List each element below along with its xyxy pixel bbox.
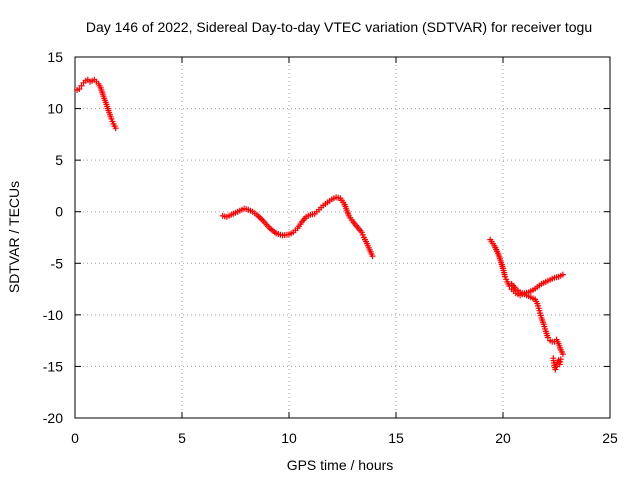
- y-tick-label: 15: [47, 49, 63, 65]
- y-tick-label: -10: [43, 307, 63, 323]
- y-tick-label: -5: [51, 255, 64, 271]
- data-point: [557, 356, 564, 363]
- x-tick-label: 10: [281, 430, 297, 446]
- axis-ticks: [74, 56, 611, 419]
- data-point: [369, 253, 376, 260]
- series-segment-3: [487, 236, 566, 299]
- grid-lines: [75, 57, 610, 418]
- x-axis-label: GPS time / hours: [287, 457, 394, 473]
- y-tick-label: -20: [43, 410, 63, 426]
- data-point: [559, 351, 566, 358]
- data-point: [552, 366, 559, 373]
- y-tick-label: 0: [55, 204, 63, 220]
- y-tick-label: 5: [55, 152, 63, 168]
- x-tick-label: 0: [71, 430, 79, 446]
- series-segment-4: [508, 280, 566, 358]
- series-segment-5: [550, 355, 564, 373]
- data-point: [559, 271, 566, 278]
- x-tick-label: 15: [388, 430, 404, 446]
- series-segment-1: [74, 76, 119, 132]
- x-tick-labels: 0 5 10 15 20 25: [71, 430, 618, 446]
- chart-title: Day 146 of 2022, Sidereal Day-to-day VTE…: [86, 19, 592, 35]
- data-point: [112, 125, 119, 132]
- series-segment-2: [219, 194, 376, 260]
- y-tick-labels: -20 -15 -10 -5 0 5 10 15: [43, 49, 63, 426]
- data-points: [74, 76, 566, 373]
- x-tick-label: 5: [178, 430, 186, 446]
- x-tick-label: 25: [602, 430, 618, 446]
- y-axis-label: SDTVAR / TECUs: [6, 181, 22, 293]
- data-point: [78, 82, 85, 89]
- plot-frame: [74, 56, 611, 419]
- y-tick-label: 10: [47, 101, 63, 117]
- data-point: [544, 334, 551, 341]
- y-tick-label: -15: [43, 358, 63, 374]
- data-point: [76, 86, 83, 92]
- x-tick-label: 20: [495, 430, 511, 446]
